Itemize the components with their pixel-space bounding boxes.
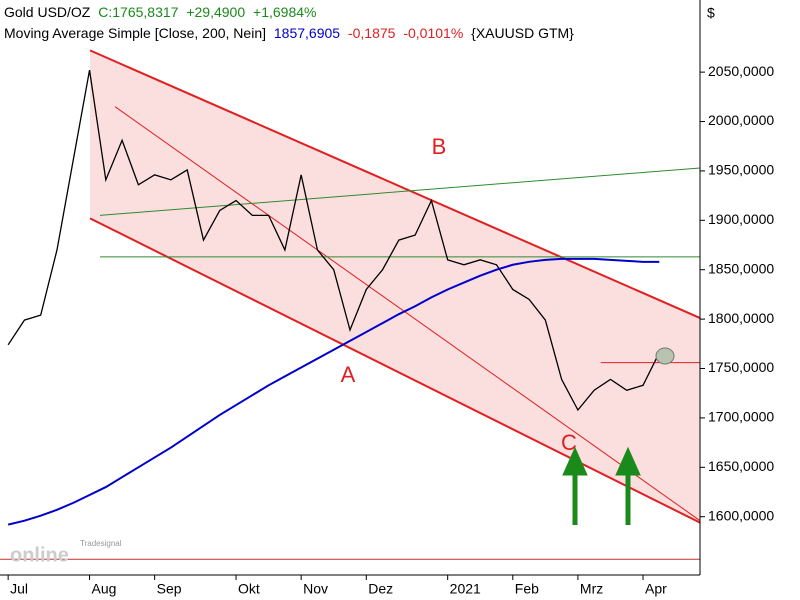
trendline (89, 49, 700, 320)
legend-value: +29,4900 (186, 4, 246, 20)
trendline (99, 167, 700, 216)
trendline (89, 217, 700, 524)
legend-subtitle: Moving Average Simple [Close, 200, Nein] (4, 25, 266, 41)
marker (655, 347, 675, 365)
x-tick-label: Sep (157, 581, 182, 597)
y-tick-label: 2000,0000 (708, 112, 774, 128)
legend-title: Gold USD/OZ (4, 4, 91, 20)
y-tick-label: 1900,0000 (708, 211, 774, 227)
x-tick-label: Apr (645, 581, 667, 597)
series-line (7, 257, 660, 526)
y-tick-label: 1700,0000 (708, 409, 774, 425)
annotation: C (561, 430, 577, 455)
arrow-head (562, 446, 588, 476)
legend-value: -0,0101% (403, 25, 464, 41)
x-tick-label: 2021 (450, 581, 481, 597)
watermark: Tradesignal (80, 539, 122, 548)
y-tick-label: 1600,0000 (708, 507, 774, 523)
arrow-head (615, 446, 641, 476)
y-tick-label: 1800,0000 (708, 310, 774, 326)
annotation: B (432, 134, 447, 159)
arrows (562, 446, 641, 525)
watermark: online (10, 544, 69, 566)
legend-row: Gold USD/OZ C:1765,8317 +29,4900 +1,6984… (4, 4, 320, 20)
annotation: A (341, 362, 356, 387)
y-tick-label: 1950,0000 (708, 162, 774, 178)
legend-value: C:1765,8317 (98, 4, 179, 20)
series-line (7, 70, 660, 412)
y-tick-label: 1850,0000 (708, 260, 774, 276)
legend-symbol: {XAUUSD GTM} (471, 25, 574, 41)
legend-value: +1,6984% (253, 4, 317, 20)
y-tick-label: 1750,0000 (708, 359, 774, 375)
y-tick-label: 2050,0000 (708, 63, 774, 79)
x-tick-label: Mrz (580, 581, 603, 597)
x-tick-label: Jul (10, 581, 28, 597)
legend-row: Moving Average Simple [Close, 200, Nein]… (4, 25, 578, 41)
plot-area (0, 49, 700, 560)
x-tick-label: Dez (368, 581, 393, 597)
legend-value: -0,1875 (347, 25, 396, 41)
channel-fill (90, 50, 700, 523)
x-tick-label: Feb (515, 581, 539, 597)
x-tick-label: Aug (92, 581, 117, 597)
trendline (114, 106, 700, 522)
y-axis-label: $ (707, 5, 715, 21)
x-tick-label: Nov (303, 581, 328, 597)
x-tick-label: Okt (238, 581, 260, 597)
y-tick-label: 1650,0000 (708, 458, 774, 474)
legend-value: 1857,6905 (273, 25, 341, 41)
